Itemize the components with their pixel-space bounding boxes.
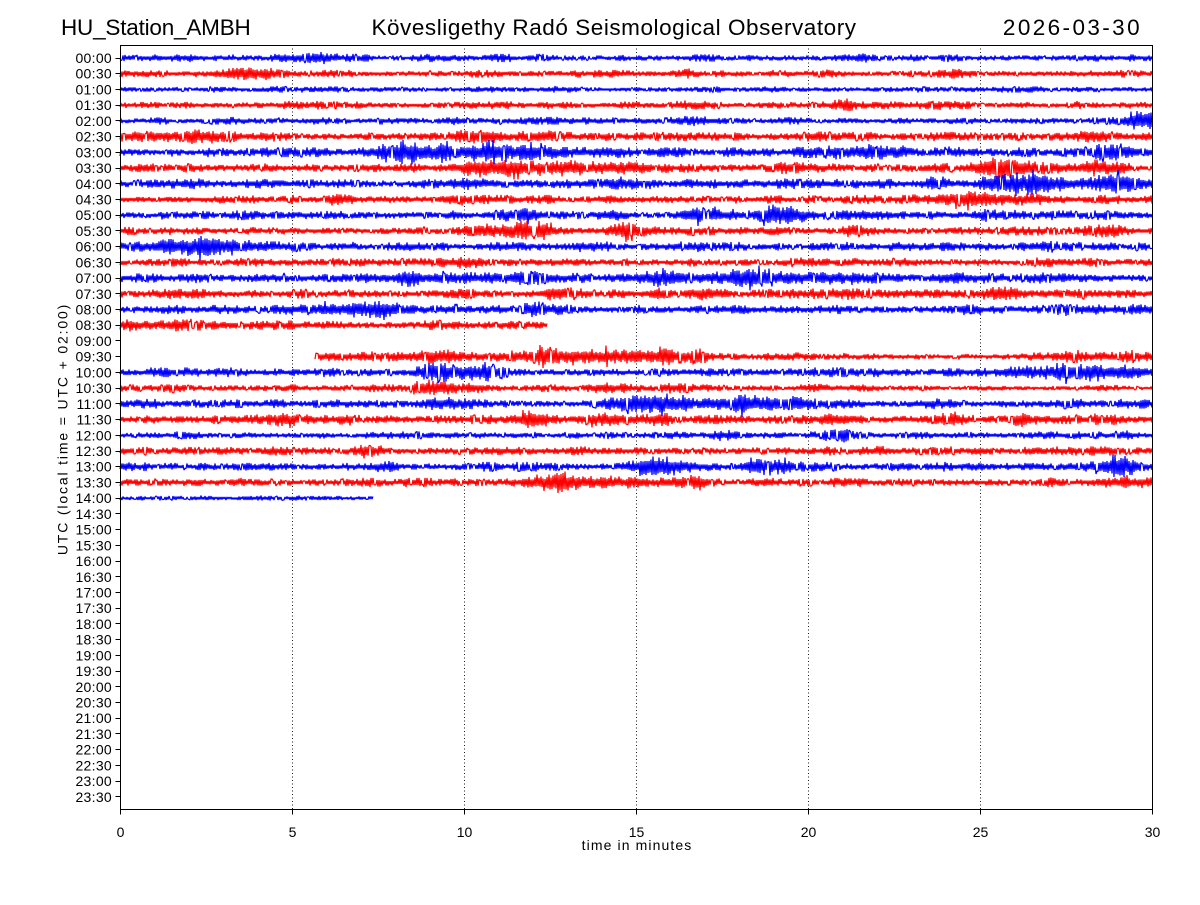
svg-text:5: 5 [289,824,297,840]
svg-text:10:00: 10:00 [75,365,112,381]
svg-text:11:30: 11:30 [77,412,113,428]
svg-text:06:30: 06:30 [75,255,112,271]
svg-text:02:00: 02:00 [75,113,112,129]
svg-text:HU_Station_AMBH: HU_Station_AMBH [61,15,251,40]
svg-text:20:00: 20:00 [75,679,112,695]
svg-text:25: 25 [973,824,989,840]
svg-text:03:00: 03:00 [75,145,112,161]
svg-text:05:30: 05:30 [75,223,112,239]
svg-text:00:00: 00:00 [75,50,112,66]
svg-text:15:00: 15:00 [75,522,112,538]
svg-text:01:30: 01:30 [75,97,112,113]
svg-text:0: 0 [117,824,125,840]
svg-text:19:00: 19:00 [75,648,112,664]
svg-text:16:00: 16:00 [75,553,112,569]
svg-text:10:30: 10:30 [75,380,112,396]
svg-text:19:30: 19:30 [75,663,112,679]
svg-text:20: 20 [801,824,817,840]
svg-text:00:30: 00:30 [75,66,112,82]
svg-text:21:30: 21:30 [75,726,112,742]
svg-text:14:00: 14:00 [75,490,112,506]
svg-text:22:00: 22:00 [75,742,112,758]
svg-text:01:00: 01:00 [75,82,112,98]
svg-text:09:30: 09:30 [75,349,112,365]
svg-text:05:00: 05:00 [75,207,112,223]
svg-text:04:00: 04:00 [75,176,112,192]
svg-text:12:00: 12:00 [75,428,112,444]
svg-text:13:30: 13:30 [75,475,112,491]
svg-text:12:30: 12:30 [75,443,112,459]
svg-text:23:00: 23:00 [75,773,112,789]
svg-text:21:00: 21:00 [75,710,112,726]
svg-text:07:00: 07:00 [75,270,112,286]
svg-text:17:00: 17:00 [75,585,112,601]
svg-text:18:00: 18:00 [75,616,112,632]
svg-text:08:30: 08:30 [75,317,112,333]
svg-text:14:30: 14:30 [75,506,112,522]
svg-text:2026-03-30: 2026-03-30 [1003,15,1142,40]
svg-text:02:30: 02:30 [75,129,112,145]
svg-text:15: 15 [629,824,645,840]
svg-text:17:30: 17:30 [75,600,112,616]
svg-text:08:00: 08:00 [75,302,112,318]
svg-text:18:30: 18:30 [75,632,112,648]
svg-text:13:00: 13:00 [75,459,112,475]
svg-text:22:30: 22:30 [75,758,112,774]
svg-text:10: 10 [457,824,473,840]
svg-text:23:30: 23:30 [75,789,112,805]
svg-text:04:30: 04:30 [75,192,112,208]
svg-text:30: 30 [1145,824,1161,840]
svg-text:11:00: 11:00 [77,396,113,412]
svg-text:20:30: 20:30 [75,695,112,711]
svg-text:time in minutes: time in minutes [582,837,693,853]
svg-text:UTC (local time = UTC + 02:00): UTC (local time = UTC + 02:00) [55,303,71,555]
svg-text:06:00: 06:00 [75,239,112,255]
svg-text:Kövesligethy Radó Seismologica: Kövesligethy Radó Seismological Observat… [371,15,856,40]
svg-text:03:30: 03:30 [75,160,112,176]
svg-text:16:30: 16:30 [75,569,112,585]
svg-text:15:30: 15:30 [75,538,112,554]
svg-text:09:00: 09:00 [75,333,112,349]
svg-text:07:30: 07:30 [75,286,112,302]
